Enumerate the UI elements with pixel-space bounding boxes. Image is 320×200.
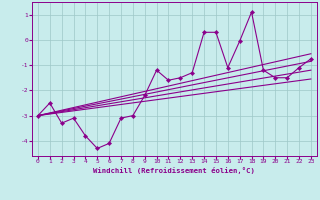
X-axis label: Windchill (Refroidissement éolien,°C): Windchill (Refroidissement éolien,°C) — [93, 167, 255, 174]
